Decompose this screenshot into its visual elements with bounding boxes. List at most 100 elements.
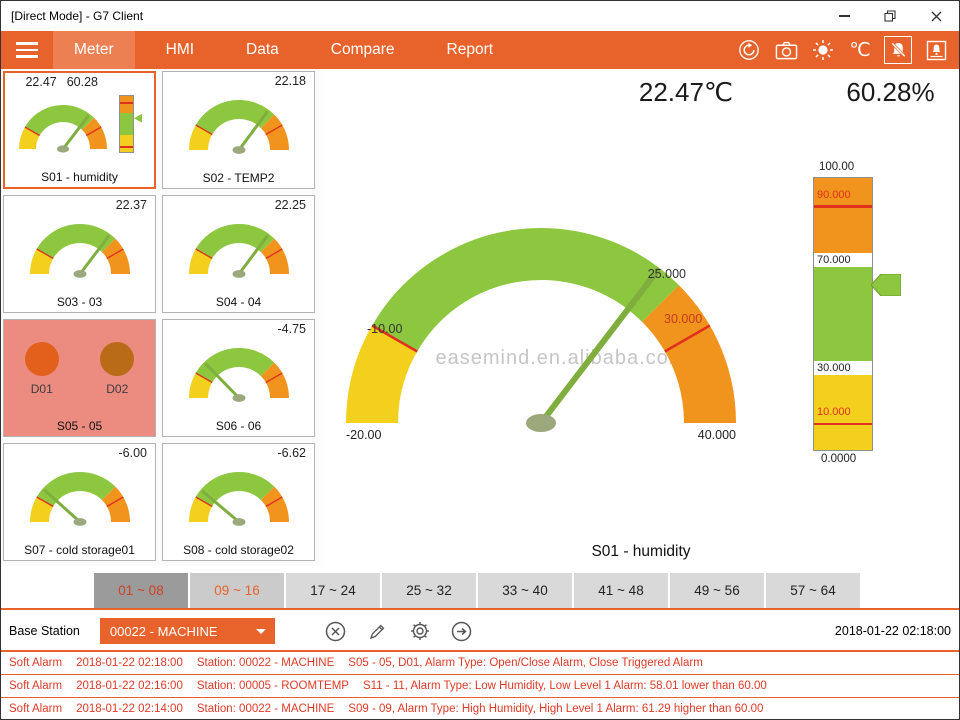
gauge-caption: S01 - humidity	[591, 543, 691, 560]
mini-gauge	[188, 100, 289, 154]
mini-gauge	[29, 472, 130, 526]
restore-icon	[884, 10, 896, 22]
titlebar: [Direct Mode] - G7 Client	[1, 1, 959, 31]
minimize-icon	[838, 15, 850, 17]
alarm-row[interactable]: Soft Alarm 2018-01-22 02:14:00 Station: 00…	[1, 698, 959, 719]
alarm-detail: S05 - 05, D01, Alarm Type: Open/Close Al…	[348, 657, 703, 669]
bar-pointer	[871, 274, 901, 296]
tile-label: S06 - 06	[215, 419, 262, 433]
gauge-low-label: -10.00	[367, 322, 402, 336]
range-tab-01-08[interactable]: 01 ~ 08	[94, 573, 188, 608]
bar-l70-label: 70.000	[814, 252, 872, 267]
bar-l10-label: 10.000	[817, 405, 851, 418]
bar-max-label: 100.00	[819, 161, 855, 173]
mini-gauge	[29, 224, 130, 278]
gauge-max-label: 40.000	[698, 428, 736, 442]
cancel-icon[interactable]	[325, 620, 347, 642]
nav-tab-compare[interactable]: Compare	[330, 41, 395, 58]
brightness-icon[interactable]	[810, 37, 836, 63]
tile-label: S05 - 05	[56, 419, 103, 433]
alarm-mute-icon[interactable]	[884, 36, 912, 64]
humidity-bar-gauge: 100.00 70.000 30.000 90.000 10.000 0.0000	[813, 161, 943, 491]
settings-icon[interactable]	[409, 620, 431, 642]
tile-label: S01 - humidity	[41, 170, 118, 184]
meter-tile-s07[interactable]: -6.00 S07 - cold storage01	[3, 443, 156, 561]
tile-value: -4.75	[277, 322, 307, 336]
edit-icon[interactable]	[367, 620, 389, 642]
mini-bar-gauge	[119, 95, 142, 153]
range-tab-49-56[interactable]: 49 ~ 56	[670, 573, 764, 608]
meter-tile-s06[interactable]: -4.75 S06 - 06	[162, 319, 315, 437]
alarm-detail: S09 - 09, Alarm Type: High Humidity, Hig…	[348, 703, 764, 715]
station-dropdown-value: 00022 - MACHINE	[109, 623, 218, 639]
meter-detail: 22.47℃ 60.28% easemind.en.alibaba.com -2…	[321, 69, 959, 566]
meter-tile-s05[interactable]: D01 D02 S05 - 05	[3, 319, 156, 437]
nav-tab-data[interactable]: Data	[246, 41, 279, 58]
meter-tile-s02[interactable]: 22.18 S02 - TEMP2	[162, 71, 315, 189]
window-controls	[821, 1, 959, 31]
alarm-type: Soft Alarm	[9, 680, 63, 692]
station-bar: Base Station 00022 - MACHINE 2018-01-22 …	[1, 612, 959, 652]
meter-tile-s03[interactable]: 22.37 S03 - 03	[3, 195, 156, 313]
nav-tab-report[interactable]: Report	[446, 41, 494, 58]
digital-point-d01-indicator	[24, 342, 59, 376]
tile-value: 22.47	[25, 75, 57, 89]
digital-indicators: D01 D02	[4, 342, 155, 396]
meter-tile-s04[interactable]: 22.25 S04 - 04	[162, 195, 315, 313]
digital-point-label: D02	[106, 382, 129, 396]
meter-tile-s01[interactable]: 22.47 60.28 S01 - humidity	[3, 71, 156, 189]
alarm-type: Soft Alarm	[9, 703, 63, 715]
range-tab-17-24[interactable]: 17 ~ 24	[286, 573, 380, 608]
station-dropdown[interactable]: 00022 - MACHINE	[99, 618, 275, 644]
range-tab-09-16[interactable]: 09 ~ 16	[190, 573, 284, 608]
gauge-mid-label: 25.000	[648, 267, 686, 281]
base-station-label: Base Station	[9, 624, 80, 638]
humidity-reading: 60.28%	[846, 77, 935, 107]
celsius-icon[interactable]: ℃	[849, 39, 871, 61]
alarm-row[interactable]: Soft Alarm 2018-01-22 02:16:00 Station: 00…	[1, 675, 959, 698]
bar-min-label: 0.0000	[821, 453, 857, 465]
bar-body: 70.000 30.000 90.000 10.000	[813, 177, 873, 451]
meter-grid: 22.47 60.28 S01 - humidity 22.18 S02 - TEMP2…	[1, 69, 321, 566]
range-tab-41-48[interactable]: 41 ~ 48	[574, 573, 668, 608]
range-tab-33-40[interactable]: 33 ~ 40	[478, 573, 572, 608]
camera-icon[interactable]	[773, 37, 799, 63]
alarm-time: 2018-01-22 02:14:00	[76, 703, 183, 715]
current-timestamp: 2018-01-22 02:18:00	[834, 624, 951, 638]
tile-label: S08 - cold storage02	[183, 543, 294, 557]
gauge-min-label: -20.00	[346, 428, 381, 442]
restore-button[interactable]	[867, 1, 913, 31]
alarm-detail: S11 - 11, Alarm Type: Low Humidity, Low …	[362, 680, 767, 692]
range-tab-25-32[interactable]: 25 ~ 32	[382, 573, 476, 608]
gauge-alarm-label: 30.000	[664, 312, 702, 326]
mini-gauge	[188, 224, 289, 278]
alarm-log: Soft Alarm 2018-01-22 02:18:00 Station: 00…	[1, 652, 959, 719]
go-icon[interactable]	[451, 620, 473, 642]
sync-icon[interactable]	[736, 37, 762, 63]
meter-tile-s08[interactable]: -6.62 S08 - cold storage02	[162, 443, 315, 561]
navbar: Meter HMI Data Compare Report ℃	[1, 31, 959, 69]
range-tabs: 01 ~ 08 09 ~ 16 17 ~ 24 25 ~ 32 33 ~ 40 41 ~ …	[1, 566, 959, 610]
alarm-time: 2018-01-22 02:18:00	[76, 657, 183, 669]
alarm-station: Station: 00005 - ROOMTEMP	[196, 680, 349, 692]
alarm-type: Soft Alarm	[9, 657, 63, 669]
alarm-row[interactable]: Soft Alarm 2018-01-22 02:18:00 Station: 00…	[1, 652, 959, 675]
alarm-panel-icon[interactable]	[923, 37, 949, 63]
tile-value: 22.18	[274, 74, 306, 88]
nav-tab-meter[interactable]: Meter	[53, 31, 135, 69]
range-tab-57-64[interactable]: 57 ~ 64	[766, 573, 860, 608]
mini-gauge	[19, 105, 107, 153]
tile-value: -6.62	[277, 446, 307, 460]
tile-label: S03 - 03	[56, 295, 103, 309]
minimize-button[interactable]	[821, 1, 867, 31]
tile-value: -6.00	[118, 446, 148, 460]
nav-tabs: Meter HMI Data Compare Report	[53, 31, 524, 69]
temperature-reading: 22.47℃	[638, 77, 734, 107]
mini-gauge	[188, 472, 289, 526]
menu-button[interactable]	[1, 31, 53, 69]
tile-label: S07 - cold storage01	[24, 543, 135, 557]
chevron-down-icon	[255, 628, 266, 634]
nav-tab-hmi[interactable]: HMI	[165, 41, 195, 58]
close-button[interactable]	[913, 1, 959, 31]
